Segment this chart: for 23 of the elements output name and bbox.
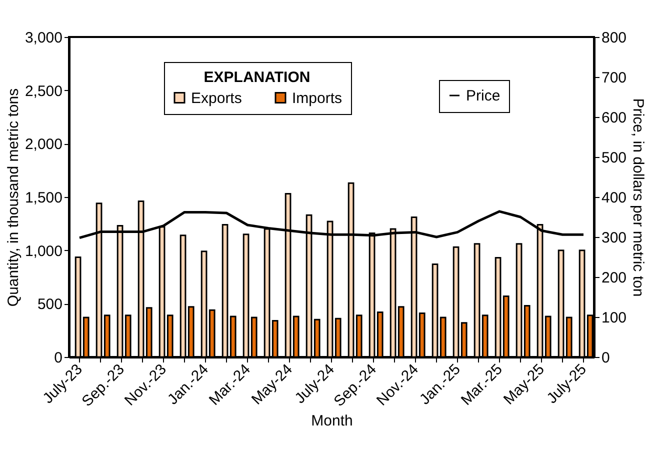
y2-tick-label: 800 bbox=[602, 30, 627, 46]
y-tick-label: 3,000 bbox=[24, 30, 62, 46]
y2-tick-label: 100 bbox=[602, 310, 627, 326]
x-axis-title: Month bbox=[311, 412, 353, 430]
legend-title: EXPLANATION bbox=[204, 69, 310, 86]
y-tick-label: 500 bbox=[37, 296, 62, 314]
legend-label: Exports bbox=[191, 90, 242, 107]
y2-tick-label: 200 bbox=[602, 270, 627, 286]
y-tick-label: 2,000 bbox=[24, 136, 62, 154]
y-tick-label: 0 bbox=[54, 350, 62, 366]
y2-tick-label: 500 bbox=[602, 150, 627, 166]
y2-axis-title: Price, in dollars per metric ton bbox=[630, 98, 647, 297]
legend-label: Imports bbox=[292, 90, 342, 107]
y2-tick-label: 400 bbox=[602, 190, 627, 206]
y2-tick-label: 700 bbox=[602, 70, 627, 86]
y-tick-label: 1,500 bbox=[24, 190, 62, 206]
y-tick-label: 2,500 bbox=[24, 82, 62, 100]
y2-tick-label: 0 bbox=[602, 350, 610, 366]
y2-tick-label: 600 bbox=[602, 110, 627, 126]
legend-label: Price bbox=[466, 88, 500, 104]
y2-tick-label: 300 bbox=[602, 230, 627, 246]
y-axis-title: Quantity, in thousand metric tons bbox=[4, 88, 22, 307]
y-tick-label: 1,000 bbox=[24, 242, 62, 260]
